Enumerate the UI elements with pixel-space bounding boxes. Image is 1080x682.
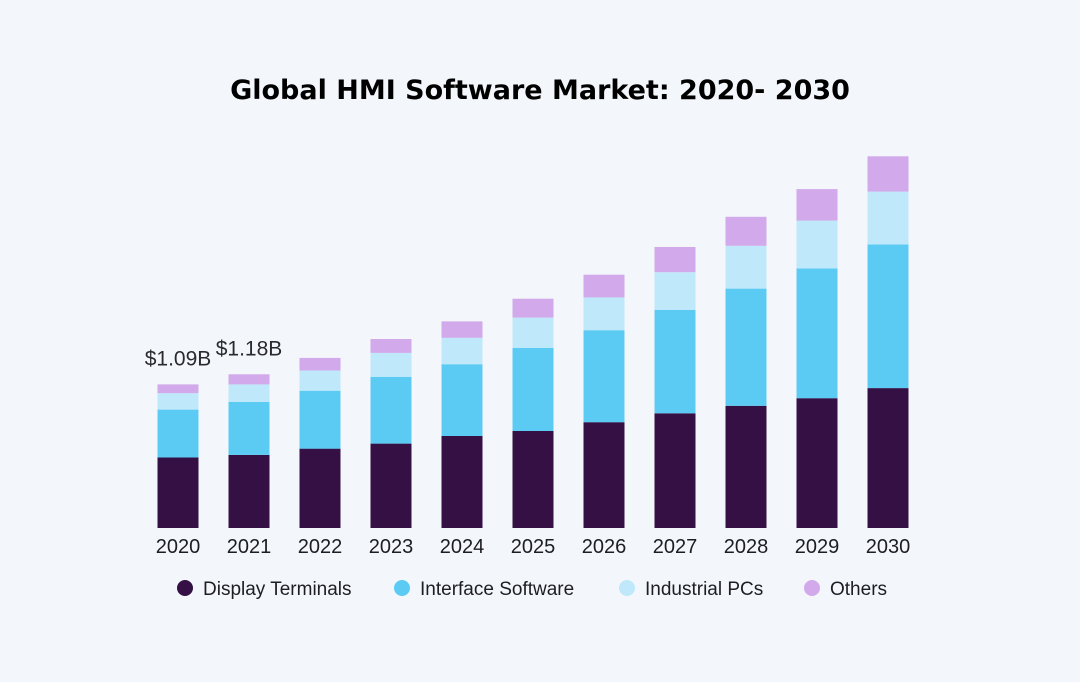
value-annotation-2021: $1.18B bbox=[216, 337, 283, 360]
legend-label: Display Terminals bbox=[203, 579, 352, 600]
legend-label: Interface Software bbox=[420, 579, 574, 600]
bar-2023-interface-software bbox=[370, 376, 412, 444]
bar-2025-others bbox=[512, 298, 554, 318]
bar-2024-display-terminals bbox=[441, 436, 483, 528]
x-tick-label: 2025 bbox=[511, 536, 556, 558]
bar-2023-display-terminals bbox=[370, 443, 412, 528]
bar-2026-others bbox=[583, 274, 625, 298]
bar-2030-display-terminals bbox=[867, 388, 909, 528]
bar-2022-display-terminals bbox=[299, 448, 341, 528]
x-tick-label: 2021 bbox=[227, 536, 272, 558]
bar-2029-others bbox=[796, 189, 838, 221]
bar-2026-interface-software bbox=[583, 330, 625, 423]
bar-2025-interface-software bbox=[512, 347, 554, 431]
bar-2030-others bbox=[867, 156, 909, 192]
bar-2024-industrial-pcs bbox=[441, 337, 483, 365]
x-tick-label: 2024 bbox=[440, 536, 485, 558]
x-tick-label: 2027 bbox=[653, 536, 698, 558]
x-tick-label: 2023 bbox=[369, 536, 414, 558]
bar-2030-interface-software bbox=[867, 244, 909, 389]
bar-2020-industrial-pcs bbox=[157, 393, 199, 410]
x-tick-label: 2026 bbox=[582, 536, 627, 558]
bar-2027-display-terminals bbox=[654, 413, 696, 528]
legend: Display Terminals Interface Software Indus… bbox=[177, 579, 887, 600]
bar-2028-industrial-pcs bbox=[725, 245, 767, 289]
legend-swatch-interface-software bbox=[394, 580, 410, 596]
bar-2028-others bbox=[725, 216, 767, 246]
x-tick-label: 2029 bbox=[795, 536, 840, 558]
bar-2023-industrial-pcs bbox=[370, 352, 412, 377]
bar-2021-industrial-pcs bbox=[228, 384, 270, 402]
bar-2028-interface-software bbox=[725, 288, 767, 406]
x-tick-label: 2022 bbox=[298, 536, 343, 558]
bar-2023-others bbox=[370, 339, 412, 353]
bar-2021-others bbox=[228, 374, 270, 385]
bar-2024-interface-software bbox=[441, 364, 483, 436]
value-annotation-2020: $1.09B bbox=[145, 347, 212, 370]
bar-2022-industrial-pcs bbox=[299, 370, 341, 391]
legend-swatch-industrial-pcs bbox=[619, 580, 635, 596]
bar-2026-industrial-pcs bbox=[583, 297, 625, 331]
bar-2026-display-terminals bbox=[583, 422, 625, 528]
legend-swatch-display-terminals bbox=[177, 580, 193, 596]
bar-2020-interface-software bbox=[157, 409, 199, 458]
bar-2029-industrial-pcs bbox=[796, 220, 838, 269]
bar-2022-interface-software bbox=[299, 390, 341, 449]
bar-2029-interface-software bbox=[796, 268, 838, 399]
bar-2021-display-terminals bbox=[228, 454, 270, 528]
bar-2029-display-terminals bbox=[796, 398, 838, 528]
annotations: $1.09B $1.18B bbox=[145, 337, 283, 370]
legend-label: Others bbox=[830, 579, 887, 600]
bar-2020-display-terminals bbox=[157, 457, 199, 528]
x-tick-label: 2028 bbox=[724, 536, 769, 558]
x-tick-labels: 2020 2021 2022 2023 2024 2025 2026 2027 2028 2029… bbox=[156, 536, 911, 558]
bar-2022-others bbox=[299, 357, 341, 371]
bar-2021-interface-software bbox=[228, 402, 270, 455]
legend-label: Industrial PCs bbox=[645, 579, 763, 600]
legend-swatch-others bbox=[804, 580, 820, 596]
bar-2020-others bbox=[157, 384, 199, 394]
bar-2028-display-terminals bbox=[725, 405, 767, 528]
bar-2027-interface-software bbox=[654, 310, 696, 414]
bar-2027-industrial-pcs bbox=[654, 272, 696, 310]
chart-title: Global HMI Software Market: 2020- 2030 bbox=[230, 75, 850, 106]
x-tick-label: 2020 bbox=[156, 536, 201, 558]
bar-2025-display-terminals bbox=[512, 431, 554, 528]
x-tick-label: 2030 bbox=[866, 536, 911, 558]
bar-2025-industrial-pcs bbox=[512, 317, 554, 348]
bar-2027-others bbox=[654, 247, 696, 273]
bar-2024-others bbox=[441, 321, 483, 338]
bar-2030-industrial-pcs bbox=[867, 191, 909, 245]
bars-layer bbox=[157, 156, 909, 528]
